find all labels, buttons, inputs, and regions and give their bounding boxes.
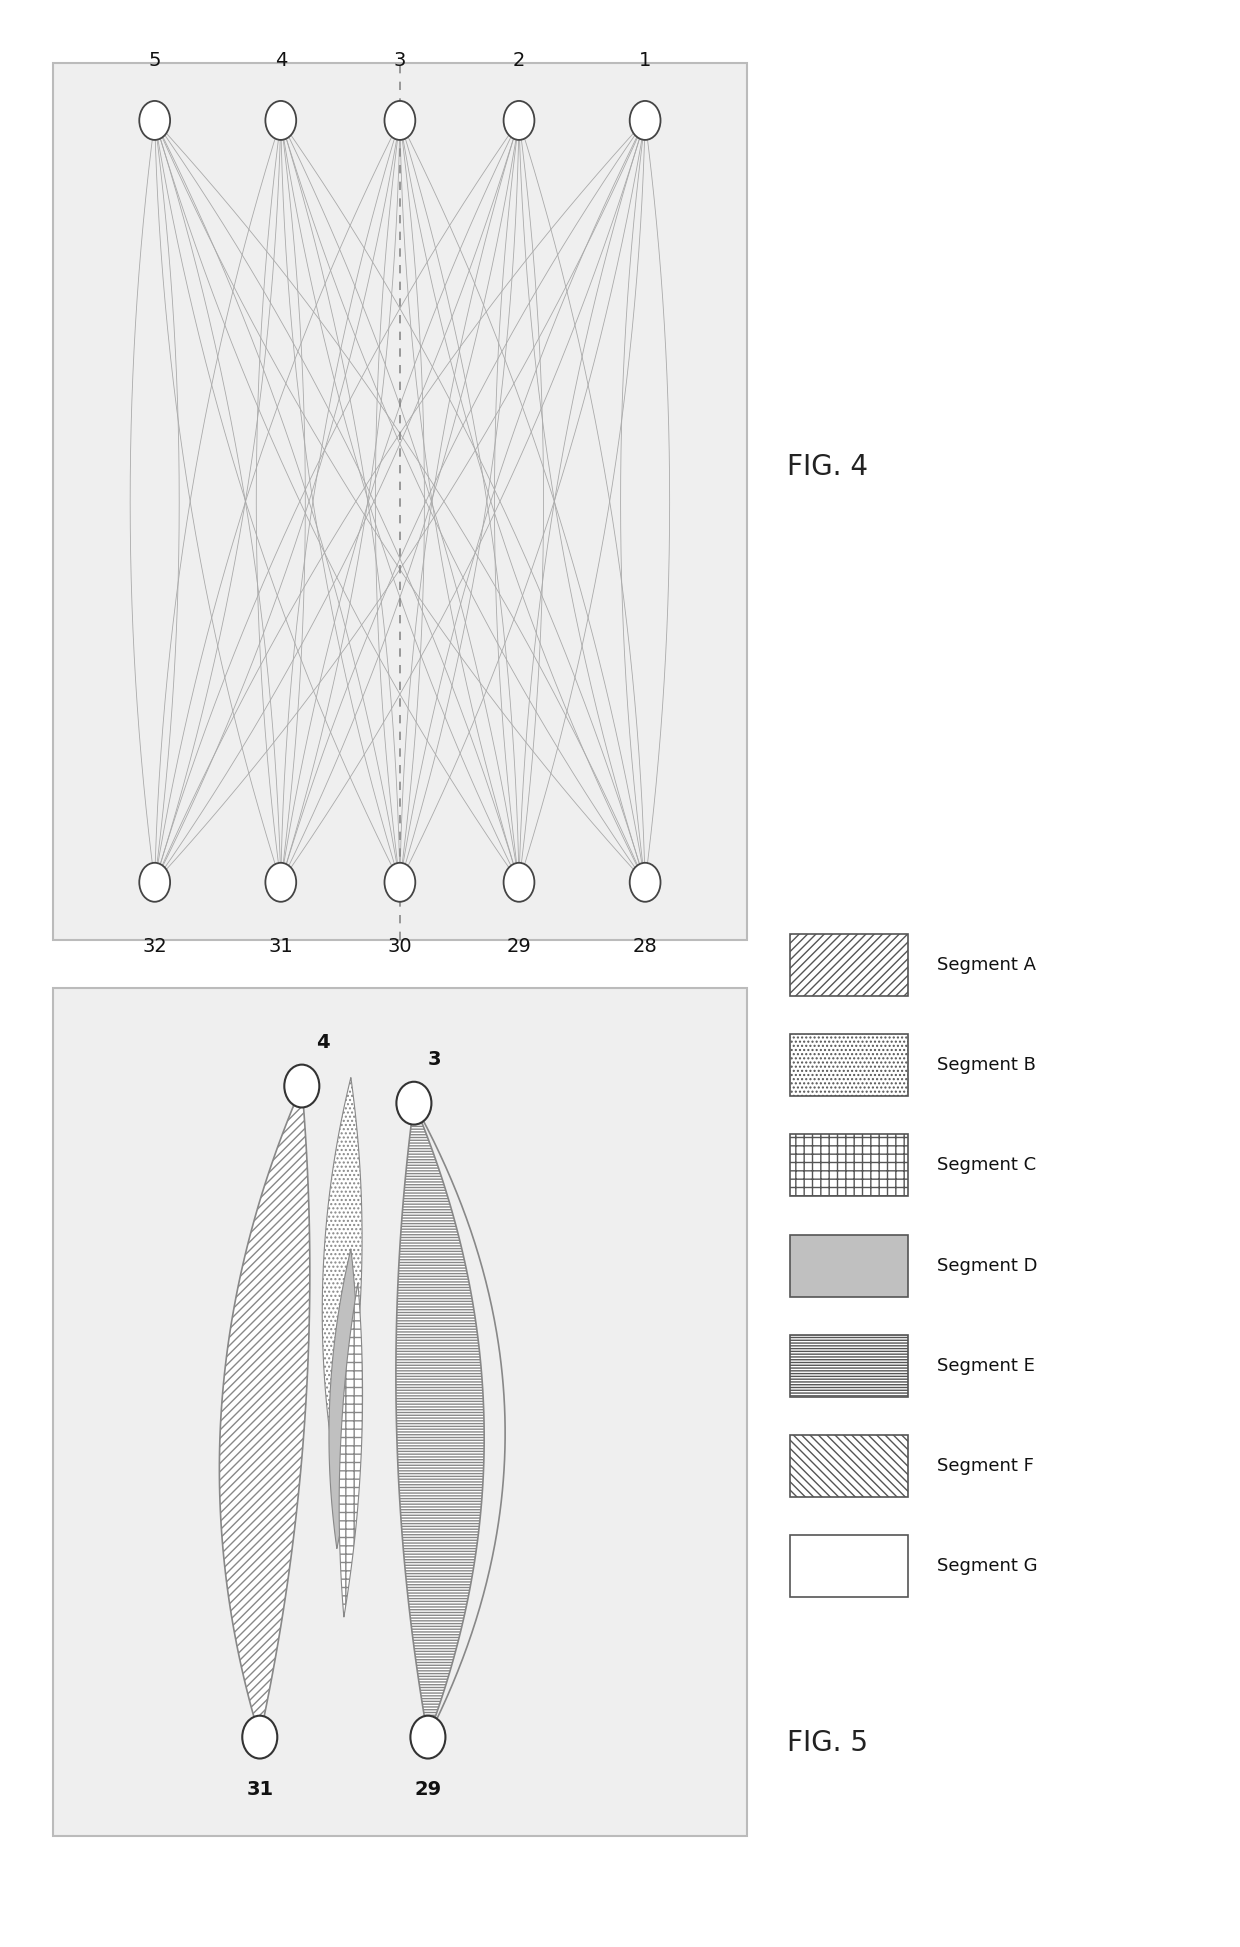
Text: 4: 4 [316,1032,330,1051]
Circle shape [139,863,170,901]
Circle shape [503,863,534,901]
Text: Segment C: Segment C [937,1157,1037,1174]
Polygon shape [322,1077,362,1480]
FancyBboxPatch shape [790,1334,908,1396]
FancyBboxPatch shape [53,987,746,1836]
Circle shape [397,1083,432,1125]
Circle shape [630,863,661,901]
Text: FIG. 4: FIG. 4 [787,454,868,481]
Text: 4: 4 [274,51,286,70]
Text: Segment E: Segment E [937,1357,1035,1375]
Text: 1: 1 [639,51,651,70]
FancyBboxPatch shape [53,62,746,940]
Circle shape [284,1065,320,1108]
FancyBboxPatch shape [790,1135,908,1197]
Circle shape [410,1715,445,1758]
Text: 2: 2 [513,51,526,70]
Text: 31: 31 [268,937,293,956]
Text: Segment G: Segment G [937,1558,1038,1575]
Circle shape [384,863,415,901]
Polygon shape [219,1086,310,1737]
Text: 29: 29 [507,937,532,956]
Circle shape [265,863,296,901]
Polygon shape [329,1248,357,1548]
Text: 3: 3 [394,51,405,70]
Text: 30: 30 [388,937,412,956]
Text: Segment D: Segment D [937,1256,1038,1275]
Text: Segment B: Segment B [937,1057,1037,1075]
Text: 32: 32 [143,937,167,956]
Text: 5: 5 [149,51,161,70]
Text: 28: 28 [632,937,657,956]
Text: 29: 29 [414,1780,441,1799]
FancyBboxPatch shape [790,935,908,997]
Circle shape [242,1715,278,1758]
Text: FIG. 5: FIG. 5 [787,1729,868,1756]
FancyBboxPatch shape [790,1435,908,1497]
Circle shape [503,101,534,140]
Polygon shape [396,1104,484,1737]
Circle shape [265,101,296,140]
Text: 3: 3 [428,1049,441,1069]
Circle shape [139,101,170,140]
FancyBboxPatch shape [790,1034,908,1096]
FancyBboxPatch shape [790,1534,908,1597]
Text: 31: 31 [247,1780,273,1799]
Circle shape [630,101,661,140]
Text: Segment A: Segment A [937,956,1037,974]
Polygon shape [340,1283,362,1618]
Text: Segment F: Segment F [937,1456,1034,1474]
Circle shape [384,101,415,140]
FancyBboxPatch shape [790,1234,908,1297]
